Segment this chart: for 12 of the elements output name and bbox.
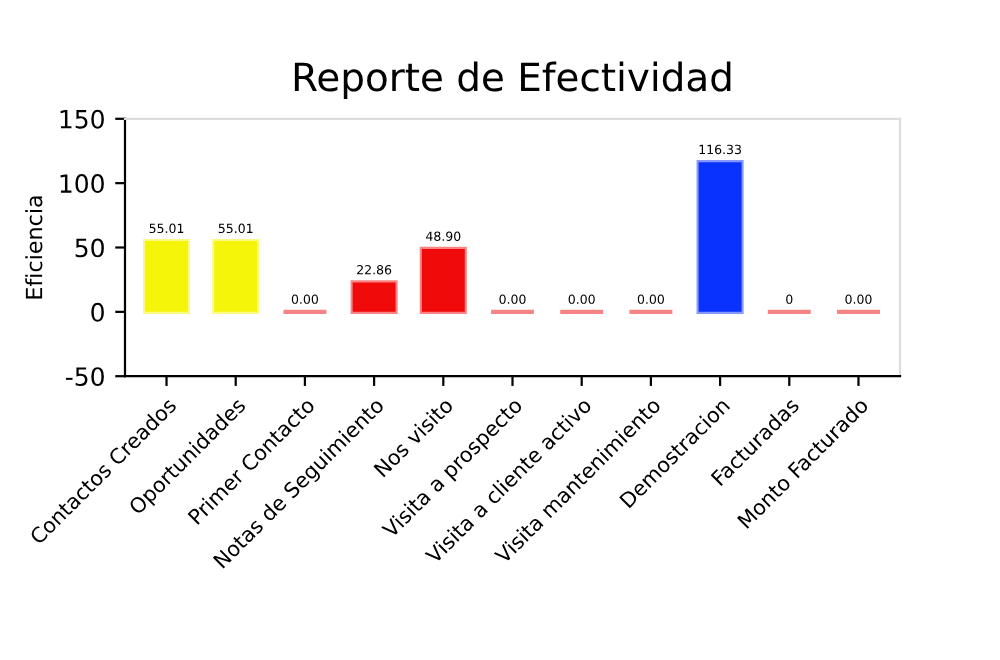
y-tick-label: 100 <box>60 174 104 193</box>
y-tick-label: 150 <box>60 109 104 129</box>
y-tick-label: -50 <box>65 367 104 387</box>
bar <box>212 238 260 314</box>
bar <box>696 160 744 314</box>
y-tick-label: 0 <box>91 302 104 322</box>
chart-title: Reporte de Efectividad <box>294 61 731 100</box>
y-axis-title: Eficiencia <box>25 196 43 299</box>
bar <box>142 238 191 314</box>
bar <box>350 280 398 314</box>
y-tick-label: 50 <box>75 238 104 258</box>
bar <box>419 246 467 314</box>
